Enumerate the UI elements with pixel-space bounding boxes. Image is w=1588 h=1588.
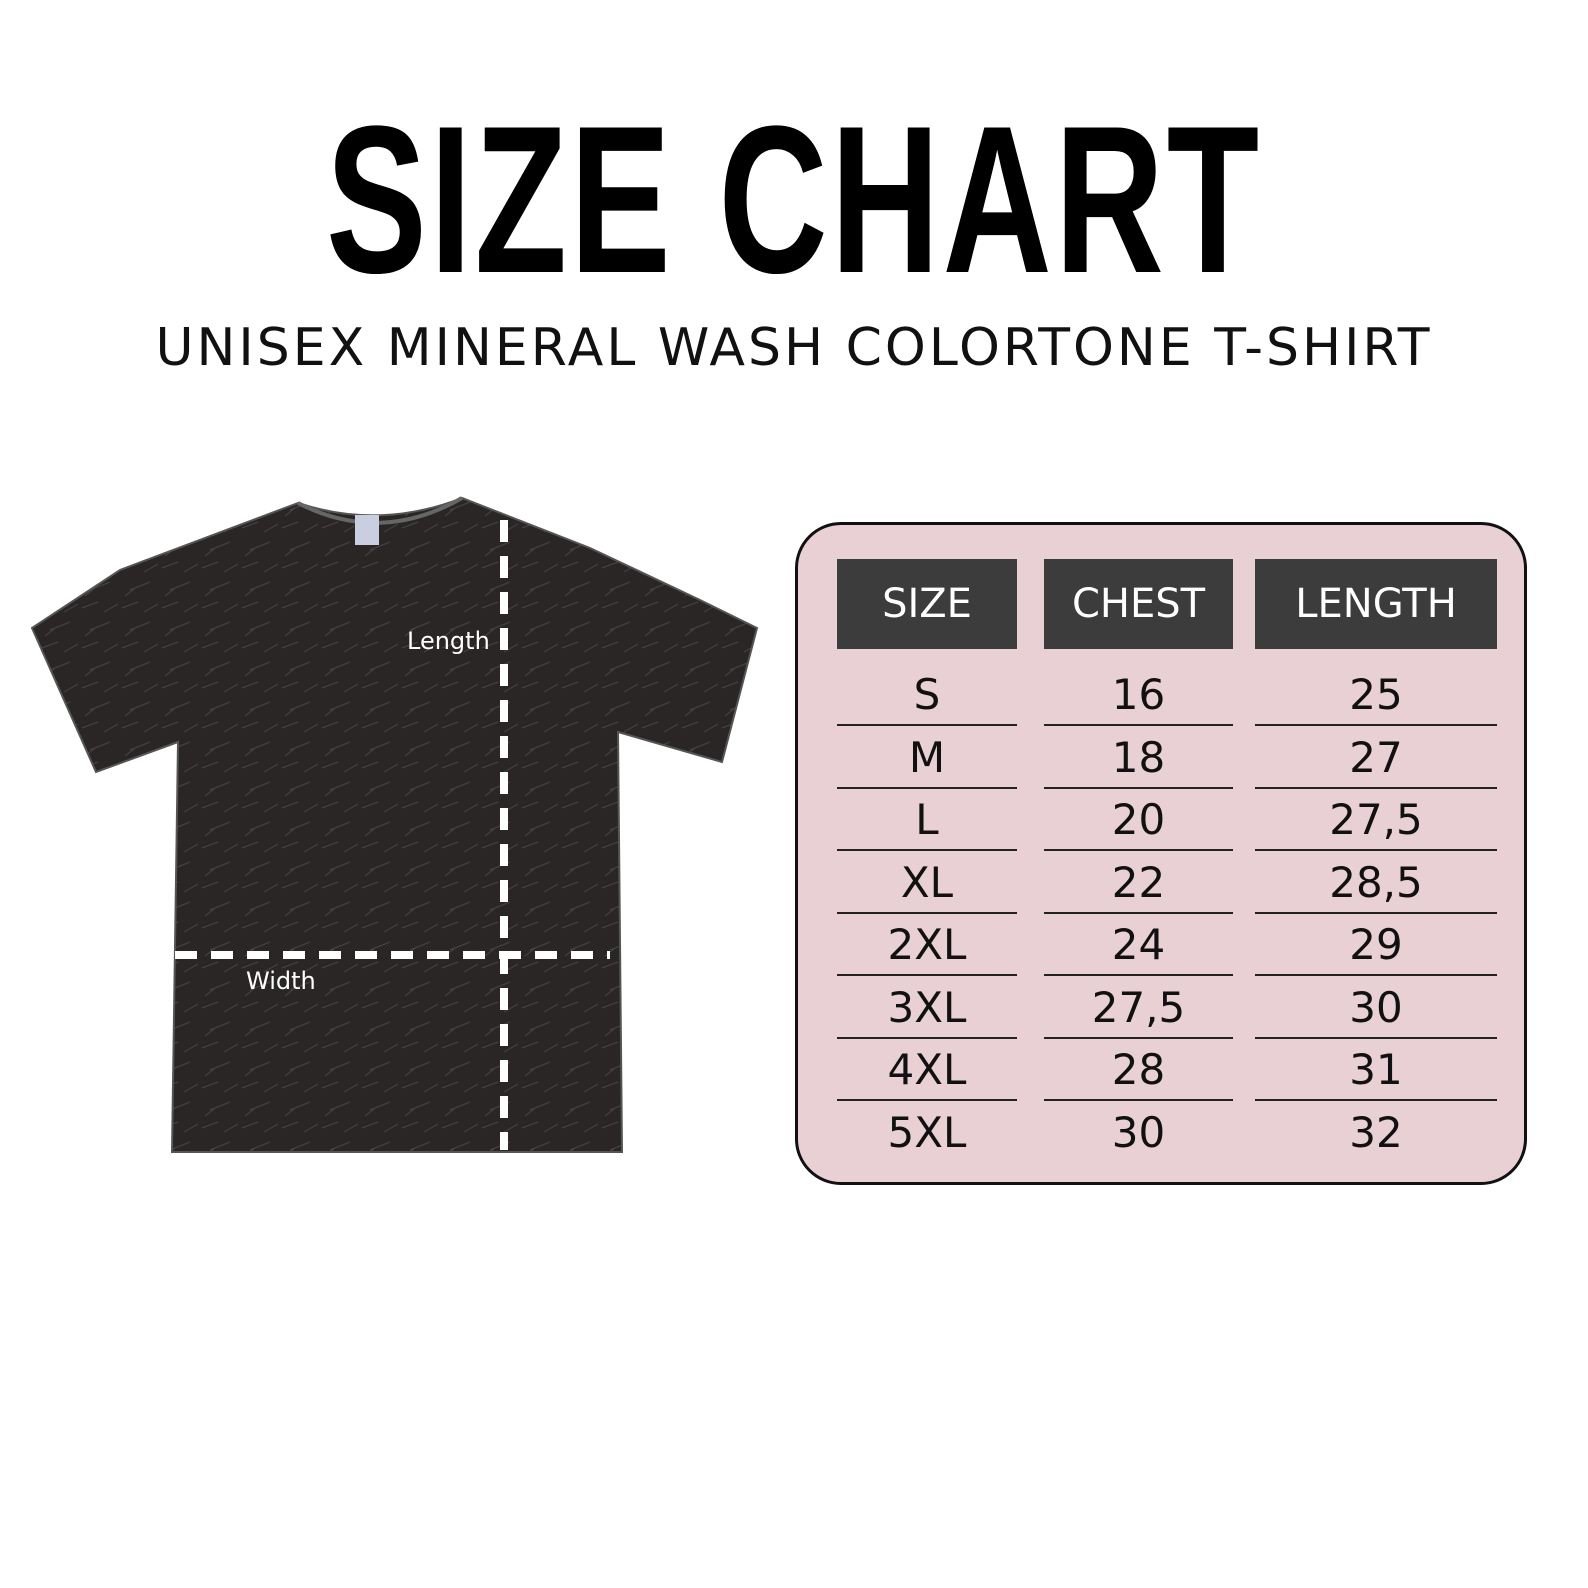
row-divider (1044, 849, 1233, 851)
cell-chest: 30 (1111, 1107, 1166, 1157)
cell-size: L (915, 795, 939, 844)
row-divider (1255, 849, 1497, 851)
page-title: SIZE CHART (326, 82, 1262, 317)
row-divider (1044, 1036, 1233, 1039)
cell-size: 3XL (887, 982, 967, 1032)
cell-chest: 27,5 (1091, 982, 1186, 1032)
cell-length: 31 (1349, 1045, 1403, 1094)
cell-chest: 24 (1111, 920, 1166, 969)
cell-length: 27,5 (1329, 795, 1423, 844)
row-divider (1255, 786, 1497, 789)
row-divider (1044, 724, 1233, 726)
cell-size: 5XL (887, 1107, 967, 1157)
row-divider (837, 1099, 1017, 1101)
row-divider (1044, 1099, 1233, 1101)
cell-size: 4XL (887, 1045, 967, 1094)
header-size: SIZE (837, 559, 1017, 649)
row-divider (1044, 974, 1233, 976)
cell-size: XL (900, 857, 954, 907)
cell-chest: 28 (1111, 1045, 1166, 1094)
cell-chest: 22 (1111, 857, 1166, 907)
tshirt-illustration (30, 496, 759, 1153)
row-divider (1255, 1036, 1497, 1039)
row-divider (837, 724, 1017, 726)
row-divider (1255, 1099, 1497, 1101)
header-length: LENGTH (1255, 559, 1497, 649)
row-divider (1255, 974, 1497, 976)
row-divider (837, 974, 1017, 976)
row-divider (837, 1036, 1017, 1039)
cell-length: 29 (1349, 920, 1403, 969)
tag (355, 515, 379, 545)
cell-size: S (913, 670, 941, 719)
width-label: Width (246, 967, 316, 995)
tshirt-shape (30, 496, 759, 1153)
row-divider (837, 786, 1017, 789)
size-table: SIZE CHEST LENGTH S 16 25 M 18 27 L 20 27,5 XL 22 2… (795, 522, 1527, 1185)
cell-length: 30 (1349, 982, 1403, 1032)
row-divider (1044, 786, 1233, 789)
row-divider (1044, 911, 1233, 914)
cell-size: M (908, 732, 946, 782)
header-chest: CHEST (1044, 559, 1233, 649)
length-label: Length (407, 627, 490, 655)
cell-chest: 16 (1111, 670, 1166, 719)
cell-length: 32 (1349, 1107, 1403, 1157)
cell-length: 27 (1349, 732, 1403, 782)
row-divider (837, 911, 1017, 914)
cell-length: 28,5 (1329, 857, 1423, 907)
row-divider (837, 849, 1017, 851)
cell-length: 25 (1349, 670, 1403, 719)
row-divider (1255, 724, 1497, 726)
row-divider (1255, 911, 1497, 914)
subtitle: UNISEX MINERAL WASH COLORTONE T-SHIRT (155, 318, 1433, 378)
cell-size: 2XL (887, 920, 967, 969)
cell-chest: 20 (1111, 795, 1166, 844)
cell-chest: 18 (1111, 732, 1166, 782)
